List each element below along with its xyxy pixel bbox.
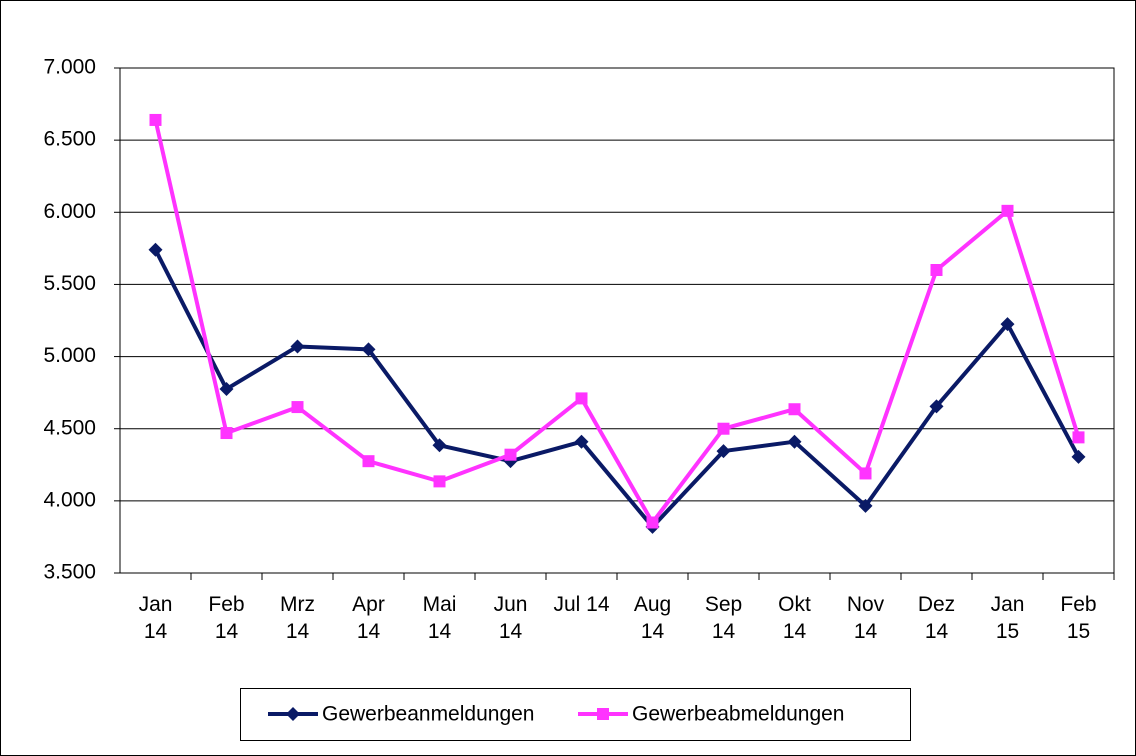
y-tick-label: 6.000 — [43, 200, 96, 223]
data-point — [220, 427, 233, 440]
data-point — [433, 475, 446, 488]
legend-label: Gewerbeanmeldungen — [322, 703, 534, 726]
data-point — [219, 382, 234, 397]
series-line — [153, 119, 1081, 525]
data-point — [788, 403, 801, 416]
data-point — [148, 242, 163, 257]
data-point — [858, 498, 873, 513]
y-tick-label: 5.500 — [43, 272, 96, 295]
x-tick-label: Dez 14 — [917, 593, 956, 643]
data-point — [1072, 431, 1085, 444]
data-point — [929, 399, 944, 414]
y-tick-label: 4.500 — [43, 416, 96, 439]
data-point — [361, 342, 376, 357]
x-tick-label: Jan 14 — [138, 593, 173, 643]
y-tick-label: 6.500 — [43, 128, 96, 151]
series-line — [153, 248, 1081, 529]
data-point — [149, 113, 162, 126]
x-tick-label: Sep 14 — [704, 593, 743, 643]
data-point — [504, 448, 517, 461]
data-point — [290, 339, 305, 354]
data-point — [930, 264, 943, 276]
y-tick-label: 5.000 — [43, 344, 96, 367]
data-point — [362, 455, 375, 468]
y-tick-label: 4.000 — [43, 488, 96, 511]
x-tick-label: Feb 14 — [208, 593, 245, 643]
legend-box — [240, 688, 911, 741]
data-point — [859, 467, 872, 480]
data-point — [1000, 317, 1015, 332]
x-tick-label: Jan 15 — [990, 593, 1025, 643]
x-tick-label: Okt 14 — [778, 593, 811, 643]
data-point — [787, 434, 802, 449]
x-tick-label: Feb 15 — [1060, 593, 1097, 643]
legend-marker — [597, 708, 609, 720]
data-point — [716, 444, 731, 459]
data-point — [291, 401, 304, 414]
x-tick-label: Jun 14 — [493, 593, 528, 643]
x-tick-label: Jul 14 — [553, 593, 610, 616]
data-point — [646, 516, 659, 529]
y-tick-label: 7.000 — [43, 56, 96, 79]
data-point — [574, 434, 589, 449]
data-point — [717, 422, 730, 435]
x-tick-label: Nov 14 — [846, 593, 885, 643]
data-point — [1001, 204, 1014, 217]
x-tick-label: Aug 14 — [633, 593, 672, 643]
legend-label: Gewerbeabmeldungen — [632, 703, 844, 726]
x-tick-label: Mrz 14 — [280, 593, 315, 643]
y-tick-label: 3.500 — [43, 561, 96, 584]
legend-marker — [286, 707, 300, 721]
data-point — [432, 438, 447, 453]
data-point — [575, 392, 588, 405]
x-tick-label: Apr 14 — [352, 593, 385, 643]
x-tick-label: Mai 14 — [422, 593, 457, 643]
data-point — [1071, 449, 1086, 464]
